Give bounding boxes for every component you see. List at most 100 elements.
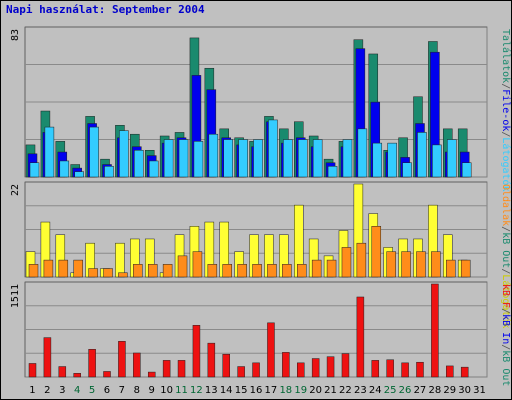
kb-out-bar — [371, 226, 382, 278]
pages-bar — [134, 150, 144, 178]
y-max-label-traffic: 22 — [10, 184, 21, 196]
x-tick-label: 7 — [119, 385, 125, 396]
pages-bar — [148, 160, 159, 178]
kb-out-bar — [118, 272, 128, 278]
x-tick-label: 8 — [134, 385, 140, 396]
x-tick-label: 26 — [399, 385, 412, 396]
kb-out-bar — [162, 264, 173, 278]
kb-f-bar — [118, 341, 126, 378]
kb-out-bar — [460, 259, 471, 278]
kb-f-bar — [192, 325, 201, 378]
x-tick-label: 29 — [443, 385, 456, 396]
kb-f-bar — [58, 366, 67, 378]
legend-part: Oldalak — [500, 184, 511, 226]
legend-label-traffic: Oldalak/kB Out/Látogatók — [500, 184, 512, 329]
x-tick-label: 28 — [428, 385, 441, 396]
kb-out-bar — [311, 259, 322, 278]
legend-label-volume: kB F/kB In/kB Out — [500, 284, 511, 386]
x-tick-label: 9 — [148, 385, 154, 396]
kb-f-bar — [431, 283, 439, 378]
kb-out-bar — [386, 251, 396, 278]
x-tick-label: 23 — [354, 385, 367, 396]
kb-out-bar — [88, 268, 98, 278]
pages-bar — [387, 142, 397, 178]
legend-part: / — [500, 83, 511, 89]
kb-f-bar — [147, 371, 156, 378]
x-tick-label: 12 — [190, 385, 203, 396]
kb-f-bar — [386, 359, 394, 378]
kb-f-bar — [416, 361, 424, 378]
kb-out-bar — [297, 264, 307, 278]
pages-bar — [44, 126, 55, 178]
kb-f-bar — [371, 360, 380, 378]
x-tick-label: 18 — [279, 385, 292, 396]
legend-part: kB In — [500, 314, 511, 344]
pages-bar — [89, 126, 99, 178]
pages-bar — [357, 128, 368, 178]
x-tick-label: 6 — [104, 385, 110, 396]
pages-bar — [238, 139, 248, 178]
pages-bar — [104, 166, 114, 178]
kb-out-bar — [177, 255, 188, 278]
kb-f-bar — [162, 360, 171, 378]
x-tick-label: 19 — [294, 385, 307, 396]
legend-part: kB F — [500, 284, 511, 308]
kb-out-bar — [207, 264, 218, 278]
x-tick-label: 2 — [44, 385, 50, 396]
pages-bar — [312, 139, 323, 178]
kb-out-bar — [237, 264, 247, 278]
kb-out-bar — [73, 259, 83, 278]
pages-bar — [342, 139, 353, 178]
pages-bar — [193, 141, 204, 178]
legend-part: / — [500, 226, 511, 232]
kb-f-bar — [177, 360, 186, 378]
kb-out-bar — [401, 251, 411, 278]
pages-bar — [461, 162, 472, 178]
kb-f-bar — [460, 366, 469, 378]
pages-bar — [283, 139, 293, 178]
kb-out-bar — [267, 264, 277, 278]
kb-f-bar — [401, 362, 409, 378]
kb-out-bar — [446, 259, 456, 278]
kb-out-bar — [103, 268, 113, 278]
x-tick-label: 31 — [473, 385, 486, 396]
kb-out-bar — [341, 247, 352, 278]
x-tick-label: 21 — [324, 385, 337, 396]
legend-part: Találatok — [500, 29, 512, 83]
x-tick-label: 14 — [220, 385, 233, 396]
kb-out-bar — [43, 259, 54, 278]
pages-bar — [298, 139, 308, 178]
kb-f-bar — [446, 365, 454, 378]
pages-bar — [402, 162, 412, 178]
x-tick-label: 30 — [458, 385, 471, 396]
x-tick-label: 11 — [175, 385, 188, 396]
x-tick-label: 1 — [29, 385, 35, 396]
x-tick-label: 17 — [265, 385, 278, 396]
pages-bar — [178, 139, 189, 178]
legend-part: kB Out — [500, 350, 511, 386]
x-tick-label: 3 — [59, 385, 65, 396]
pages-bar — [447, 139, 457, 178]
pages-bar — [327, 166, 338, 178]
pages-bar — [417, 132, 427, 178]
pages-bar — [74, 171, 84, 178]
kb-f-bar — [28, 363, 37, 378]
x-tick-label: 22 — [339, 385, 352, 396]
kb-f-bar — [297, 362, 305, 378]
kb-out-bar — [192, 251, 203, 278]
legend-part: Látogatók — [500, 137, 512, 191]
kb-out-bar — [147, 264, 158, 278]
kb-out-bar — [133, 264, 143, 278]
kb-f-bar — [356, 296, 365, 378]
legend-part: / — [500, 344, 511, 350]
kb-out-bar — [282, 264, 292, 278]
kb-f-bar — [207, 342, 216, 378]
legend-part: / — [500, 308, 511, 314]
kb-f-bar — [267, 322, 275, 378]
kb-out-bar — [222, 264, 232, 278]
x-tick-label: 20 — [309, 385, 322, 396]
kb-out-bar — [356, 242, 367, 278]
pages-bar — [372, 142, 383, 178]
legend-part: / — [500, 131, 511, 137]
kb-out-bar — [28, 264, 39, 278]
